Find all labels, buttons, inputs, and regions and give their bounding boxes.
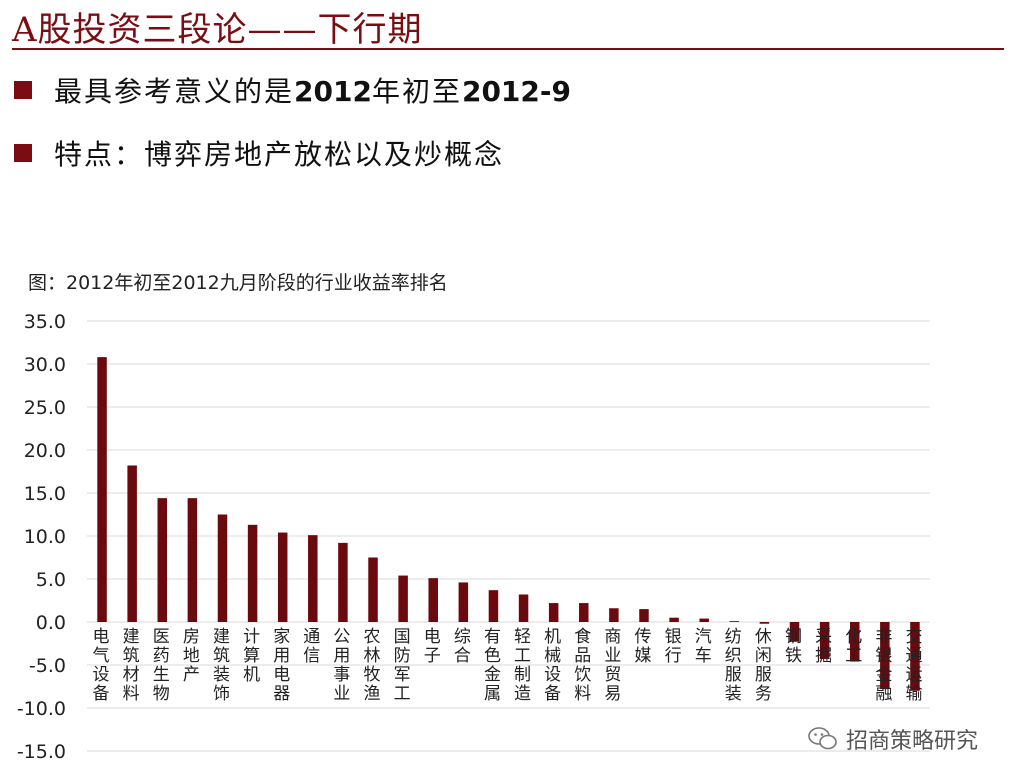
bullet-1-end-date: 2012-9 [461,75,572,108]
bar [910,622,920,691]
bullet-2-text: 特点：博弈房地产放松以及炒概念 [54,138,505,171]
chart-title: 图：2012年初至2012九月阶段的行业收益率排名 [28,272,448,294]
bar [217,514,228,622]
watermark: 招商策略研究 [808,722,978,756]
y-tick-label: 20.0 [24,440,66,462]
bar [789,622,800,642]
bullet-1-middle: 年初至 [371,75,462,108]
x-category-label: 综合 [454,627,471,666]
y-tick-label: -5.0 [29,655,66,677]
bullet-1-prefix: 最具参考意义的是 [54,75,295,108]
x-category-label: 传媒 [634,627,651,666]
square-bullet-icon [14,81,32,99]
x-category-label: 汽车 [695,627,712,666]
square-bullet-icon [14,144,32,162]
bar [548,603,559,622]
industry-return-bar-chart: 35.0 30.0 25.0 20.0 15.0 10.0 5.0 0.0 -5.0 -10.0 -… [17,311,930,763]
x-category-label: 医药生物 [153,627,170,704]
x-category-label: 电子 [424,627,441,666]
x-category-label: 通信 [303,627,320,666]
x-category-label: 电气设备 [93,627,110,704]
y-tick-label: 25.0 [24,397,66,419]
x-category-label: 有色金属 [484,627,501,704]
bullet-1-year: 2012 [294,75,372,108]
bar [398,575,408,622]
bar [338,542,348,622]
bar [880,622,890,690]
x-category-label: 建筑装饰 [213,627,230,704]
x-category-label: 家用电器 [273,627,290,704]
y-tick-label: -10.0 [17,698,66,720]
bar [699,618,709,622]
x-category-label: 机械设备 [544,627,561,704]
x-category-label: 非银金融 [875,627,892,704]
bar [247,524,258,622]
x-category-label: 采掘 [815,627,832,666]
x-category-label: 公用事业 [333,627,350,704]
bar [819,622,830,659]
bar [729,621,740,622]
watermark-text: 招商策略研究 [846,729,979,754]
bullet-2: 特点：博弈房地产放松以及炒概念 [14,133,504,173]
x-category-label: 化工 [845,627,862,666]
bar [187,498,198,622]
bar [368,557,378,622]
x-category-label: 休闲服务 [755,627,772,704]
bar [639,609,649,622]
y-tick-label: 30.0 [24,354,66,376]
wechat-icon [808,727,837,750]
title-divider [12,48,1004,50]
x-category-label: 银行 [665,627,682,666]
bar [127,465,137,622]
bar [759,622,770,624]
bar [428,578,438,622]
y-tick-label: 0.0 [36,612,66,634]
bullet-1-text: 最具参考意义的是2012年初至2012-9 [54,70,571,110]
x-category-label: 钢铁 [785,627,802,666]
bullet-1: 最具参考意义的是2012年初至2012-9 [14,70,571,110]
y-tick-label: 5.0 [36,569,66,591]
slide-title: A股投资三段论——下行期 [12,10,423,50]
bar [488,590,499,622]
bar [308,535,318,622]
x-category-label: 建筑材料 [123,627,140,704]
bar [849,622,860,662]
x-category-label: 农林牧渔 [364,627,381,704]
bar [609,608,619,622]
bar [458,582,469,622]
x-category-label: 计算机 [243,627,260,685]
y-tick-label: 10.0 [24,526,66,548]
bar [97,357,107,622]
bar [579,603,589,622]
x-category-label: 商业贸易 [604,627,621,704]
y-tick-label: -15.0 [17,741,66,763]
bar [157,498,168,622]
bar [277,532,288,622]
x-category-label: 交通运输 [905,627,922,704]
x-category-label: 轻工制造 [514,627,531,704]
bar [669,617,679,622]
x-category-label: 食品饮料 [574,627,591,704]
bar [518,594,529,622]
y-tick-label: 15.0 [24,483,66,505]
x-category-label: 国防军工 [394,627,411,704]
x-category-label: 房地产 [183,627,200,685]
x-category-label: 纺织服装 [725,627,742,704]
y-tick-label: 35.0 [24,311,66,333]
